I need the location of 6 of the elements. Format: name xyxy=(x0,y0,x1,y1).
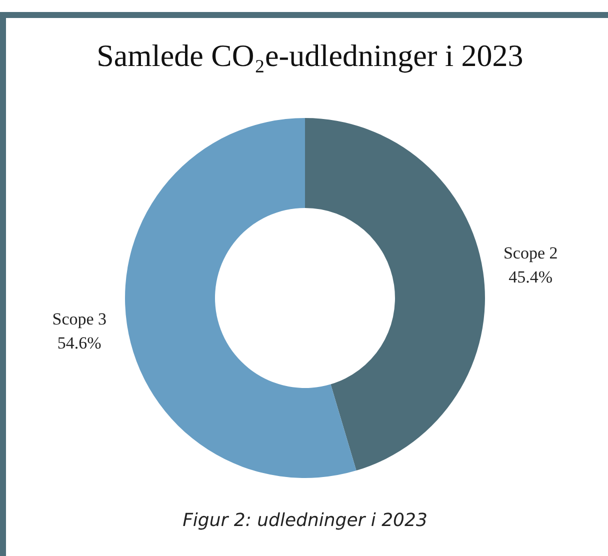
slice-label: Scope 3 xyxy=(52,309,107,328)
data-label: 54.6% xyxy=(57,333,102,352)
chart-title: Samlede CO₂e-udledninger i 2023 xyxy=(96,38,524,74)
data-label: 45.4% xyxy=(508,268,553,287)
slice-label: Scope 2 xyxy=(503,244,558,263)
text: Figur 2: udledninger i 2023 xyxy=(182,510,428,531)
